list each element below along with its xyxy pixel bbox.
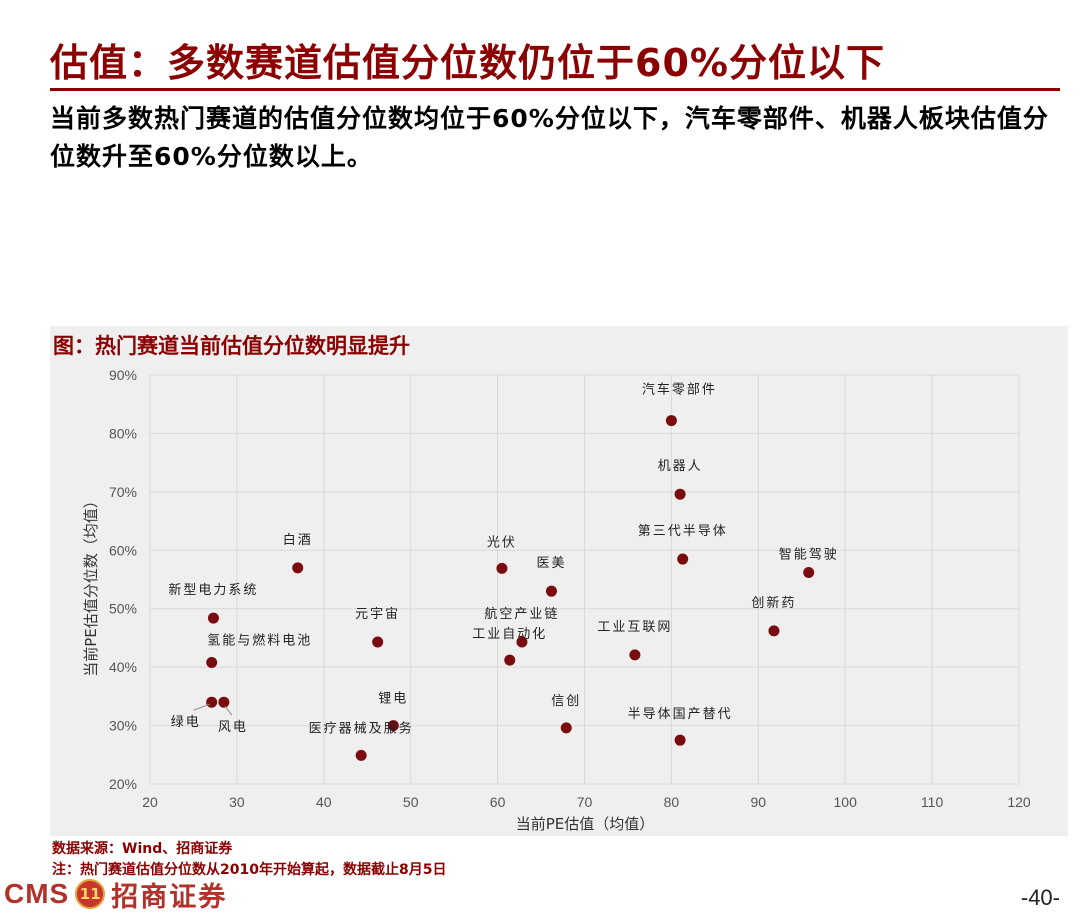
data-source: 数据来源：Wind、招商证券 (52, 841, 233, 857)
point-label: 氢能与燃料电池 (207, 632, 312, 648)
x-tick-label: 20 (142, 794, 158, 810)
brand-name: 招商证券 (111, 881, 228, 913)
scatter-point (674, 488, 686, 500)
scatter-point (665, 415, 677, 427)
brand-cms-text: CMS (4, 878, 70, 909)
x-tick-label: 110 (921, 794, 944, 810)
x-tick-label: 50 (403, 794, 419, 810)
leader-line (193, 703, 210, 711)
scatter-point (207, 612, 219, 624)
y-tick-label: 50% (109, 601, 137, 617)
brand-badge-icon: 11 (75, 879, 106, 909)
x-tick-label: 90 (751, 794, 767, 810)
scatter-point (496, 562, 508, 574)
y-tick-label: 70% (109, 484, 137, 500)
x-tick-label: 60 (490, 794, 506, 810)
scatter-point (355, 749, 367, 761)
y-tick-label: 80% (109, 425, 137, 441)
point-label: 汽车零部件 (642, 382, 717, 398)
point-label: 白酒 (283, 532, 313, 548)
point-label: 第三代半导体 (638, 524, 728, 539)
point-label: 机器人 (658, 459, 703, 474)
scatter-point (387, 720, 399, 732)
y-tick-label: 30% (109, 718, 137, 734)
slide-subtitle: 当前多数热门赛道的估值分位数均位于60%分位以下，汽车零部件、机器人板块估值分位… (50, 104, 1049, 171)
point-label: 工业自动化 (472, 627, 547, 642)
x-axis-title: 当前PE估值（均值） (516, 815, 655, 833)
scatter-point (677, 553, 689, 565)
point-label: 工业互联网 (597, 620, 672, 635)
scatter-point (674, 734, 686, 746)
chart-ticks: 20 30 40 50 60 70 80 90 100 110 120 20% 30% 40% 50% 60%… (109, 367, 1031, 810)
x-tick-label: 120 (1007, 794, 1031, 810)
point-label: 航空产业链 (484, 606, 559, 622)
brand-logo: CMS 11 招商证券 (4, 878, 227, 913)
leader-line (224, 705, 233, 716)
y-tick-label: 40% (109, 659, 137, 675)
scatter-point (206, 696, 218, 708)
scatter-point (218, 696, 230, 708)
y-tick-label: 90% (109, 367, 137, 383)
point-label: 元宇宙 (355, 607, 400, 622)
figure-title: 图：热门赛道当前估值分位数明显提升 (53, 334, 410, 358)
point-label: 风电 (218, 720, 248, 735)
scatter-point (516, 636, 528, 648)
x-tick-label: 30 (229, 794, 245, 810)
scatter-point (560, 722, 572, 734)
scatter-point (803, 566, 815, 578)
scatter-point (206, 656, 218, 668)
scatter-point (545, 585, 557, 597)
scatter-point (504, 654, 516, 666)
figure-panel (50, 326, 1068, 836)
y-tick-label: 20% (109, 776, 137, 792)
point-label: 半导体国产替代 (628, 707, 733, 722)
scatter-point (629, 649, 641, 661)
point-label: 医美 (536, 556, 566, 571)
point-label: 信创 (551, 694, 581, 709)
point-label: 光伏 (487, 535, 517, 550)
scatter-point (292, 562, 304, 574)
point-label: 智能驾驶 (779, 547, 839, 562)
slide-title: 估值：多数赛道估值分位数仍位于60%分位以下 (50, 41, 885, 85)
x-tick-label: 80 (664, 794, 680, 810)
x-tick-label: 70 (577, 794, 593, 810)
x-tick-label: 100 (834, 794, 858, 810)
page-number: -40- (1020, 885, 1060, 910)
point-label: 绿电 (171, 715, 201, 730)
chart-grid (149, 374, 1020, 785)
scatter-point (768, 625, 780, 637)
point-label: 锂电 (378, 692, 408, 707)
x-tick-label: 40 (316, 794, 332, 810)
y-tick-label: 60% (109, 542, 137, 558)
y-axis-title: 当前PE估值分位数（均值） (82, 493, 100, 677)
scatter-point (372, 636, 384, 648)
title-divider (50, 88, 1060, 91)
point-label: 创新药 (751, 595, 796, 611)
point-label: 医疗器械及服务 (309, 720, 414, 736)
point-label: 新型电力系统 (168, 582, 258, 598)
data-note: 注：热门赛道估值分位数从2010年开始算起，数据截止8月5日 (52, 862, 447, 878)
